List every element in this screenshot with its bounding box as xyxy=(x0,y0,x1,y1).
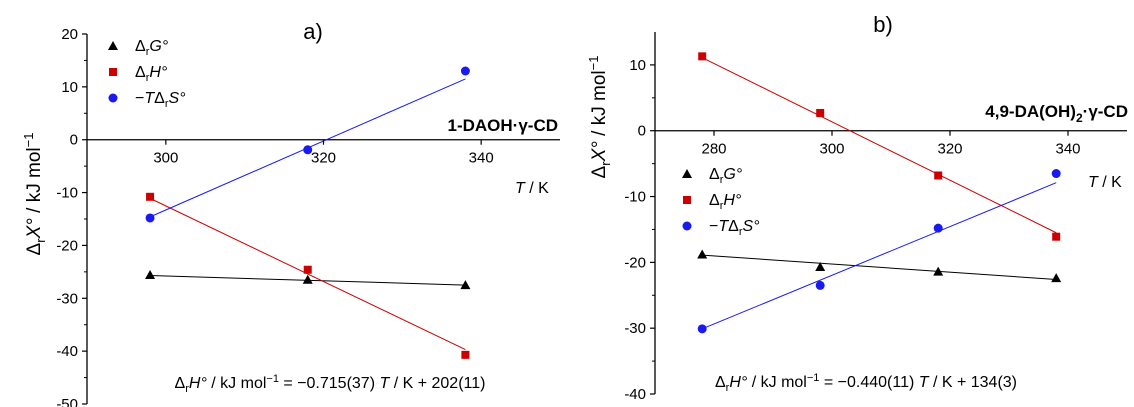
panel-a-legend-label: ΔrH° xyxy=(135,64,168,84)
panel-b-data-point xyxy=(815,280,825,290)
panel-a-data-point xyxy=(461,350,470,359)
panel-a-data-point xyxy=(146,192,155,201)
panel-b-equation: ΔrH° / kJ mol−1 = −0.440(11) T / K + 134… xyxy=(715,372,1017,394)
panel-b-y-tick-label: -30 xyxy=(624,320,646,337)
panel-a-legend: ΔrG° ΔrH° −TΔrS° xyxy=(108,38,186,110)
panel-a-y-tick-label: -40 xyxy=(56,343,78,360)
panel-b-x-tick-label: 300 xyxy=(819,141,844,158)
panel-b-data-point xyxy=(1051,169,1061,179)
panel-a-data-point xyxy=(302,274,313,284)
panel-a-y-tick-label: -30 xyxy=(56,290,78,307)
panel-b-x-axis-title: T / K xyxy=(1088,174,1122,191)
panel-b-data-point xyxy=(933,266,944,276)
panel-b-y-tick-label: -10 xyxy=(624,189,646,206)
panel-a-label: a) xyxy=(303,19,323,44)
panel-a: a) 1-DAOH·γ-CD ΔrX° / kJ mol−1 T / K ΔrH… xyxy=(21,19,560,407)
panel-b-fit-line xyxy=(702,254,1057,280)
panel-a-data-point xyxy=(303,145,313,155)
panel-a-fit-line xyxy=(149,197,466,351)
panel-b-data-point xyxy=(697,324,707,334)
panel-b-fit-line xyxy=(701,57,1057,234)
compound-text: 1-DAOH·γ-CD xyxy=(448,116,559,135)
panel-b-x-tick-label: 340 xyxy=(1055,141,1080,158)
panel-a-legend-label: ΔrG° xyxy=(135,38,169,58)
panel-a-legend-marker xyxy=(108,93,118,103)
panel-b-data-point xyxy=(816,108,825,117)
panel-b-data-point xyxy=(698,52,707,61)
panel-a-data-point xyxy=(460,66,470,76)
panel-b-legend-marker xyxy=(682,169,692,178)
panel-a-y-tick-label: 0 xyxy=(70,132,78,149)
panel-b-y-tick-label: 0 xyxy=(638,123,646,140)
panel-a-compound-label: 1-DAOH·γ-CD xyxy=(448,116,559,135)
panel-b-fit-line xyxy=(702,182,1057,330)
panel-b-legend-label: ΔrH° xyxy=(709,192,742,212)
panel-b-legend-marker xyxy=(682,221,692,231)
panel-b: b) 4,9-DA(OH)2·γ-CD ΔrX° / kJ mol−1 T / … xyxy=(586,12,1128,403)
panel-b-legend: ΔrG° ΔrH° −TΔrS° xyxy=(682,166,760,238)
panel-b-data-point xyxy=(697,249,708,259)
panel-b-data-point xyxy=(1051,273,1062,283)
panel-b-legend-marker xyxy=(683,196,691,204)
panel-a-data-point xyxy=(145,270,156,280)
panel-a-equation: ΔrH° / kJ mol−1 = −0.715(37) T / K + 202… xyxy=(175,373,486,395)
panel-b-x-tick-label: 280 xyxy=(701,141,726,158)
panel-a-data-point xyxy=(145,213,155,223)
panel-a-y-tick-label: -10 xyxy=(56,185,78,202)
panel-a-y-axis-title: ΔrX° / kJ mol−1 xyxy=(21,133,48,256)
panel-a-y-tick-label: -20 xyxy=(56,237,78,254)
panel-a-y-tick-label: 20 xyxy=(61,26,78,43)
panel-a-y-tick-label: -50 xyxy=(56,396,78,407)
panel-a-data-point xyxy=(303,265,312,274)
panel-a-x-tick-label: 340 xyxy=(469,150,494,167)
panel-b-y-tick-label: -20 xyxy=(624,254,646,271)
panel-b-data-point xyxy=(934,171,943,180)
panel-b-legend-label: ΔrG° xyxy=(709,166,743,186)
panel-a-x-tick-label: 320 xyxy=(311,150,336,167)
panel-a-legend-label: −TΔrS° xyxy=(135,90,186,110)
panel-a-y-tick-label: 10 xyxy=(61,79,78,96)
panel-b-y-tick-label: 10 xyxy=(629,57,646,74)
panel-b-y-tick-label: -40 xyxy=(624,386,646,403)
panel-a-data-point xyxy=(460,280,471,290)
panel-a-legend-marker xyxy=(108,41,118,50)
panel-b-data-point xyxy=(933,223,943,233)
panel-a-x-tick-label: 300 xyxy=(153,150,178,167)
panel-b-data-point xyxy=(1052,232,1061,241)
panel-a-legend-marker xyxy=(109,68,117,76)
panel-b-data-point xyxy=(815,261,826,271)
panel-b-compound-label: 4,9-DA(OH)2·γ-CD xyxy=(985,102,1128,125)
panel-b-label: b) xyxy=(873,12,893,37)
panel-b-legend-label: −TΔrS° xyxy=(709,218,760,238)
panel-a-x-axis-title: T / K xyxy=(515,180,549,197)
panel-b-y-axis-title: ΔrX° / kJ mol−1 xyxy=(586,56,613,179)
panel-b-x-tick-label: 320 xyxy=(937,141,962,158)
